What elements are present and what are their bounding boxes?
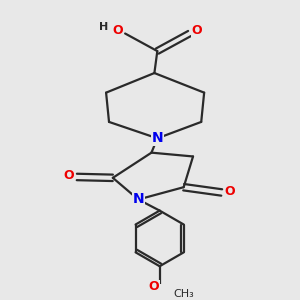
Text: O: O xyxy=(225,184,235,197)
Text: H: H xyxy=(98,22,108,32)
Text: N: N xyxy=(152,131,163,145)
Text: O: O xyxy=(112,24,123,37)
Text: CH₃: CH₃ xyxy=(173,289,194,299)
Text: N: N xyxy=(133,193,144,206)
Text: O: O xyxy=(148,280,159,293)
Text: O: O xyxy=(191,24,202,37)
Text: O: O xyxy=(63,169,74,182)
